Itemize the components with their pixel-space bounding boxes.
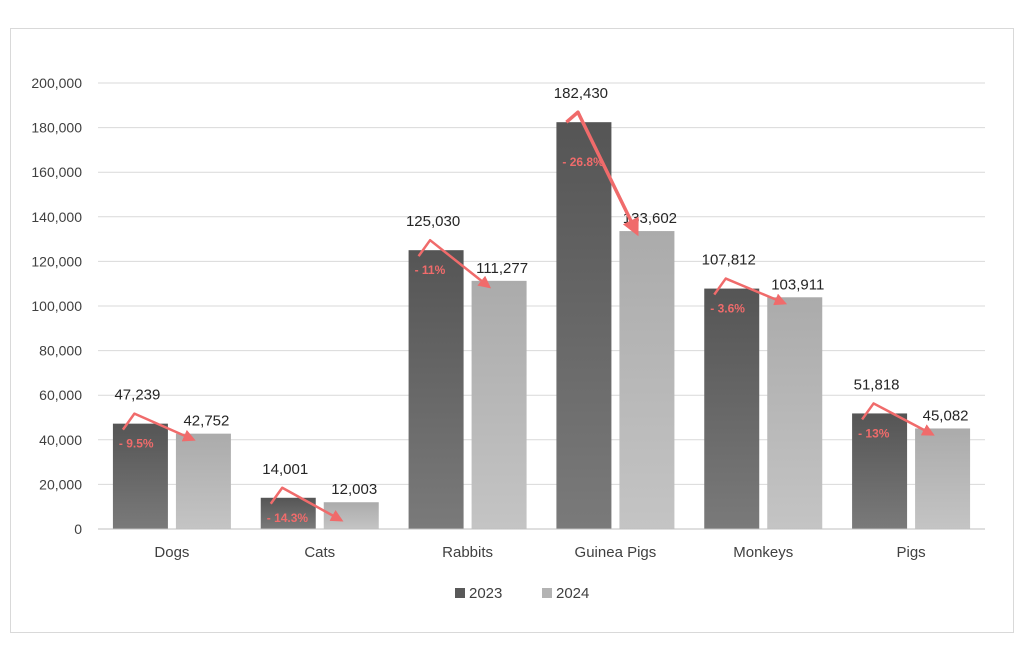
legend-label: 2023 bbox=[469, 585, 502, 602]
change-arrow bbox=[121, 412, 196, 442]
y-tick-label: 80,000 bbox=[39, 343, 82, 359]
bar-2023 bbox=[112, 423, 168, 529]
change-label: - 26.8% bbox=[562, 155, 604, 169]
bar-2024 bbox=[175, 433, 231, 529]
bar-2024 bbox=[619, 231, 675, 529]
y-tick-label: 140,000 bbox=[31, 209, 82, 225]
y-tick-label: 100,000 bbox=[31, 298, 82, 314]
y-tick-label: 180,000 bbox=[31, 120, 82, 136]
data-label-2024: 45,082 bbox=[923, 407, 969, 424]
data-label-2024: 12,003 bbox=[331, 481, 377, 498]
legend-label: 2024 bbox=[556, 585, 589, 602]
data-labels: 47,239 42,752 14,001 12,003 125,030 111,277 18… bbox=[114, 85, 968, 498]
y-tick-label: 60,000 bbox=[39, 387, 82, 403]
y-tick-label: 120,000 bbox=[31, 253, 82, 269]
change-label: - 13% bbox=[858, 426, 890, 440]
data-label-2023: 14,001 bbox=[262, 461, 308, 478]
change-label: - 9.5% bbox=[119, 437, 154, 451]
bar-2024 bbox=[471, 280, 527, 529]
bar-2023 bbox=[408, 250, 464, 529]
category-label: Dogs bbox=[154, 544, 189, 561]
change-label: - 3.6% bbox=[710, 302, 745, 316]
bar-2024 bbox=[767, 297, 823, 529]
legend-swatch bbox=[542, 588, 552, 598]
y-axis: 0 20,000 40,000 60,000 80,000 100,000 120,000 1… bbox=[31, 75, 82, 537]
y-tick-label: 0 bbox=[74, 521, 82, 537]
x-axis: Dogs Cats Rabbits Guinea Pigs Monkeys Pigs bbox=[98, 528, 985, 561]
y-tick-label: 160,000 bbox=[31, 164, 82, 180]
data-label-2024: 103,911 bbox=[771, 276, 824, 293]
data-label-2024: 42,752 bbox=[183, 413, 229, 430]
change-arrow bbox=[565, 110, 639, 237]
change-arrow bbox=[713, 277, 788, 306]
change-label: - 14.3% bbox=[267, 511, 309, 525]
change-arrows: - 9.5% - 14.3% - 11% - 26.8% - 3.6% - 13% bbox=[119, 110, 935, 525]
data-label-2023: 182,430 bbox=[554, 85, 608, 102]
bar-2023 bbox=[704, 288, 760, 529]
data-label-2023: 47,239 bbox=[114, 387, 160, 404]
category-label: Monkeys bbox=[733, 544, 793, 561]
data-label-2024: 111,277 bbox=[476, 260, 528, 277]
bar-2024 bbox=[915, 428, 971, 529]
y-tick-label: 20,000 bbox=[39, 476, 82, 492]
legend-swatch bbox=[455, 588, 465, 598]
y-tick-label: 40,000 bbox=[39, 432, 82, 448]
category-label: Guinea Pigs bbox=[575, 544, 657, 561]
data-label-2023: 107,812 bbox=[702, 252, 756, 269]
change-arrow bbox=[269, 486, 344, 522]
change-arrow bbox=[417, 238, 492, 289]
category-label: Rabbits bbox=[442, 544, 493, 561]
y-tick-label: 200,000 bbox=[31, 75, 82, 91]
category-label: Cats bbox=[304, 544, 335, 561]
data-label-2023: 125,030 bbox=[406, 213, 460, 230]
bars bbox=[112, 122, 971, 530]
category-label: Pigs bbox=[896, 544, 925, 561]
bar-2023 bbox=[556, 122, 612, 530]
change-arrow bbox=[861, 402, 935, 436]
change-label: - 11% bbox=[415, 263, 446, 277]
data-label-2023: 51,818 bbox=[854, 376, 900, 393]
legend: 2023 2024 bbox=[455, 585, 589, 602]
gridlines bbox=[98, 82, 985, 530]
bar-2023 bbox=[852, 413, 908, 529]
